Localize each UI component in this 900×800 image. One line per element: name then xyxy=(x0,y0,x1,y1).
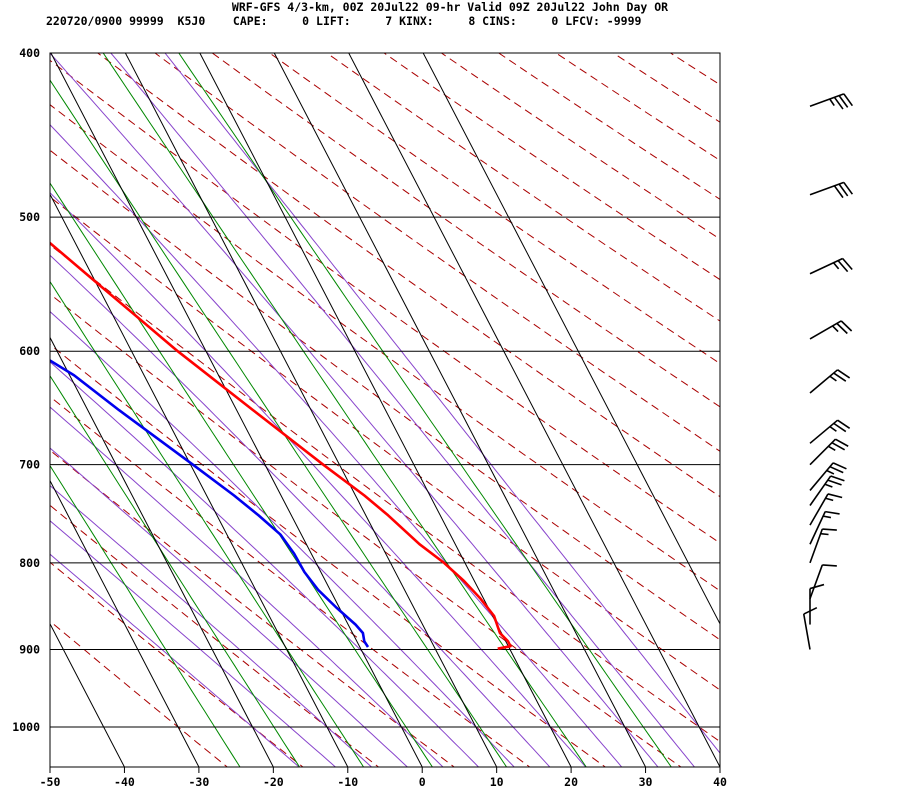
chart-title: WRF-GFS 4/3-km, 00Z 20Jul22 09-hr Valid … xyxy=(232,0,668,14)
dry-adiabat xyxy=(211,53,720,408)
dry-adiabat xyxy=(383,53,720,281)
wind-barb xyxy=(809,438,849,466)
dry-adiabat xyxy=(50,395,531,767)
moist-adiabat xyxy=(50,553,300,767)
dry-adiabat xyxy=(50,104,720,592)
mixing-ratio-line xyxy=(50,79,508,767)
pressure-tick-label: 600 xyxy=(19,344,40,358)
wind-barb xyxy=(809,257,853,275)
mixing-ratio-line xyxy=(178,53,672,767)
dry-adiabat xyxy=(440,53,720,240)
mixing-ratio-line xyxy=(50,374,301,767)
isotherm xyxy=(50,765,51,767)
dry-adiabat xyxy=(669,53,720,86)
temperature-tick-label: 20 xyxy=(564,775,578,789)
wind-barb xyxy=(809,320,853,340)
dry-adiabat xyxy=(50,196,720,691)
wind-barb xyxy=(809,528,837,564)
wind-barb xyxy=(809,564,837,600)
moist-adiabat xyxy=(50,361,480,767)
pressure-tick-label: 700 xyxy=(19,458,40,472)
isotherm xyxy=(273,53,647,767)
dewpoint-trace xyxy=(50,359,370,648)
moist-adiabat xyxy=(50,447,409,767)
temperature-tick-label: 30 xyxy=(639,775,653,789)
mixing-ratio-line xyxy=(102,53,587,767)
dry-adiabat xyxy=(268,53,720,365)
moist-adiabat xyxy=(50,192,587,767)
isotherm xyxy=(50,479,200,767)
isotherm xyxy=(50,53,423,767)
wind-barb xyxy=(809,583,825,625)
moist-adiabat xyxy=(50,310,515,767)
pressure-tick-label: 1000 xyxy=(12,720,40,734)
dry-adiabat xyxy=(555,53,720,161)
isotherm xyxy=(124,53,498,767)
moist-adiabat xyxy=(50,520,337,767)
reference-lines xyxy=(50,15,900,770)
moist-adiabat xyxy=(50,484,373,767)
pressure-tick-label: 900 xyxy=(19,642,40,656)
moist-adiabat xyxy=(110,53,696,767)
dry-adiabat xyxy=(612,53,720,123)
mixing-ratio-line xyxy=(50,280,365,767)
temperature-tick-label: -50 xyxy=(40,775,61,789)
dry-adiabat xyxy=(50,504,380,767)
isotherm xyxy=(199,53,572,767)
pressure-tick-label: 500 xyxy=(19,210,40,224)
temperature-tick-label: -40 xyxy=(114,775,135,789)
moist-adiabat xyxy=(50,406,444,767)
isotherm xyxy=(50,193,349,767)
profiles xyxy=(50,241,512,650)
wind-barb xyxy=(809,419,851,444)
temperature-trace xyxy=(50,241,512,650)
temperature-tick-label: 40 xyxy=(713,775,727,789)
wind-barb xyxy=(809,181,854,199)
grid xyxy=(50,53,720,767)
isotherm xyxy=(422,53,720,625)
temperature-tick-label: 0 xyxy=(419,775,426,789)
dry-adiabat xyxy=(50,561,304,767)
moist-adiabat xyxy=(50,254,551,767)
wind-barb xyxy=(809,475,845,506)
dry-adiabat xyxy=(50,149,720,641)
temperature-tick-label: -10 xyxy=(337,775,358,789)
temperature-tick-label: 10 xyxy=(490,775,504,789)
moist-adiabat xyxy=(50,53,659,767)
moist-adiabat xyxy=(50,124,623,767)
dry-adiabat xyxy=(50,620,229,767)
dry-adiabat xyxy=(50,59,720,544)
isotherm xyxy=(50,336,274,767)
mixing-ratio-line xyxy=(50,464,241,767)
wind-barbs xyxy=(802,93,854,650)
dry-adiabat xyxy=(669,15,900,770)
dry-adiabat xyxy=(50,293,682,767)
wind-barb xyxy=(809,93,854,110)
pressure-tick-label: 400 xyxy=(19,46,40,60)
mixing-ratio-line xyxy=(50,182,433,767)
dry-adiabat xyxy=(50,244,720,743)
moist-adiabat xyxy=(164,53,720,754)
dry-adiabat xyxy=(325,53,720,322)
temperature-tick-label: -30 xyxy=(188,775,209,789)
station-indices-line: 220720/0900 99999 K5J0 CAPE: 0 LIFT: 7 K… xyxy=(46,14,642,28)
tick-labels: 400 500 600 700 800 900 1000 -50 -40 -30 -20 -10 0 10… xyxy=(12,46,727,789)
wind-barb xyxy=(809,510,840,545)
wind-barb xyxy=(802,606,818,650)
dry-adiabat xyxy=(50,343,607,767)
wind-barb xyxy=(809,369,851,394)
wind-barb xyxy=(809,493,843,526)
pressure-tick-label: 800 xyxy=(19,556,40,570)
dry-adiabat xyxy=(154,53,720,452)
isotherm xyxy=(348,53,720,767)
temperature-tick-label: -20 xyxy=(263,775,284,789)
wind-barb xyxy=(809,462,847,491)
dry-adiabat xyxy=(96,53,720,498)
isotherm xyxy=(50,622,126,767)
plot-frame xyxy=(49,52,721,768)
